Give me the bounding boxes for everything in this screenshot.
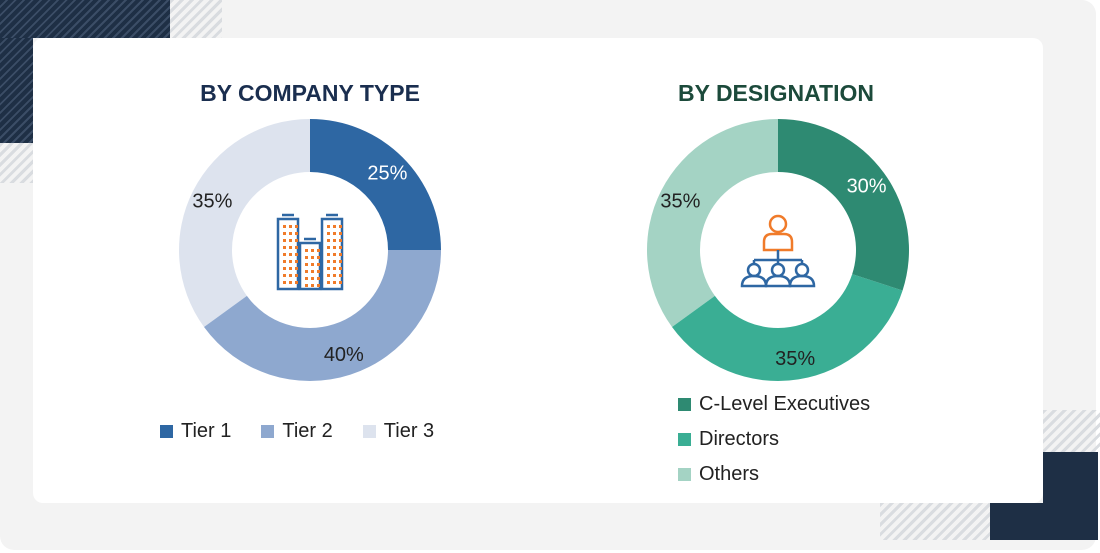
hatch-decoration [880,503,990,540]
data-label: 30% [847,176,887,198]
legend-company-type: Tier 1 Tier 2 Tier 3 [160,420,434,443]
donut-slice-tier-2 [204,250,441,381]
legend-swatch [678,468,691,481]
chart-title-designation: BY DESIGNATION [678,80,874,106]
corner-decoration [0,38,33,143]
hatch-decoration [1043,410,1100,452]
data-label: 40% [324,344,364,366]
legend-label: Tier 3 [383,420,435,442]
legend-item: Directors [678,428,870,451]
legend-label: C-Level Executives [699,393,871,415]
legend-swatch [261,425,275,438]
org-hierarchy-icon [740,214,816,288]
corner-decoration [0,0,170,38]
legend-item: Tier 3 [362,420,435,443]
hatch-decoration [0,143,33,183]
legend-swatch [362,425,376,438]
donut-slice-directors [672,274,903,381]
donut-slice-tier-3 [179,119,310,327]
corner-decoration [1043,452,1098,540]
legend-swatch [678,398,691,411]
data-label: 35% [775,348,815,370]
donut-slice-c-level-executives [778,119,909,291]
legend-item: Tier 2 [261,420,333,443]
legend-label: Others [699,463,760,485]
buildings-icon [276,213,344,291]
legend-label: Tier 2 [282,420,333,442]
legend-item: Others [678,463,870,486]
data-label: 25% [367,163,407,185]
legend-label: Tier 1 [181,420,232,442]
legend-label: Directors [699,428,780,450]
hatch-decoration [170,0,222,38]
legend-item: C-Level Executives [678,393,870,416]
data-label: 35% [192,190,232,212]
data-label: 35% [660,190,700,212]
donut-slice-others [647,119,778,327]
corner-decoration [990,503,1050,540]
legend-item: Tier 1 [160,420,231,443]
chart-title-company-type: BY COMPANY TYPE [200,80,420,106]
donut-slice-tier-1 [310,119,441,250]
legend-designation: C-Level Executives Directors Others [678,393,870,486]
legend-swatch [160,425,173,438]
legend-swatch [678,433,691,446]
